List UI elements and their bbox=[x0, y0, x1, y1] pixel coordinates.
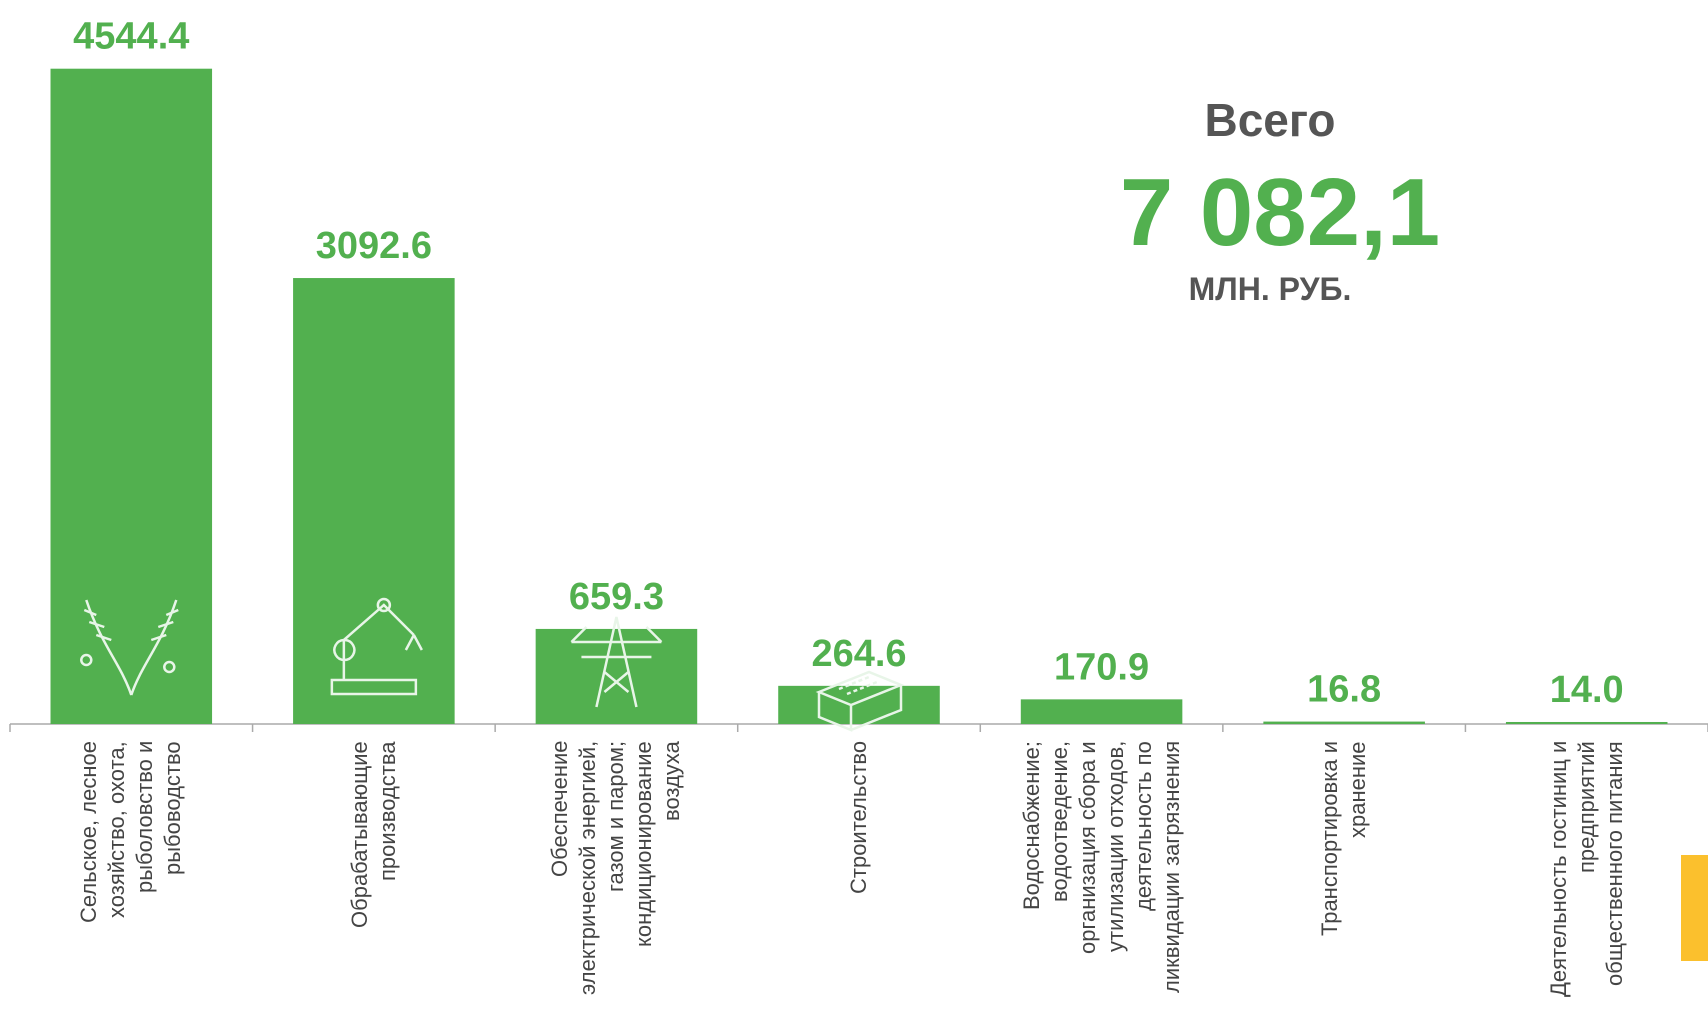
category-label: Сельское, лесное хозяйство, охота, рыбол… bbox=[76, 741, 186, 923]
category-label: Обрабатывающие производства bbox=[346, 741, 400, 928]
bar bbox=[1505, 721, 1668, 724]
icon bbox=[80, 599, 179, 696]
value-label: 170.9 bbox=[1054, 646, 1149, 688]
category-label: Обеспечение электрической энергией, газо… bbox=[547, 741, 685, 996]
total-value: 7 082,1 bbox=[1120, 159, 1440, 266]
bar bbox=[1263, 721, 1425, 724]
icon bbox=[570, 616, 663, 708]
bar bbox=[293, 278, 455, 724]
icon bbox=[330, 597, 423, 696]
value-label: 14.0 bbox=[1550, 669, 1624, 711]
icon bbox=[815, 670, 905, 732]
value-label: 659.3 bbox=[569, 576, 664, 618]
bar bbox=[535, 628, 698, 724]
corner-tab bbox=[1681, 855, 1708, 961]
total-title: Всего bbox=[1204, 94, 1335, 146]
total-unit: МЛН. РУБ. bbox=[1189, 271, 1352, 307]
category-label: Строительство bbox=[846, 741, 871, 895]
bar bbox=[50, 68, 213, 725]
value-label: 16.8 bbox=[1307, 669, 1381, 711]
value-label: 3092.6 bbox=[316, 225, 432, 267]
category-label: Транспортировка и хранение bbox=[1317, 741, 1371, 936]
category-label: Водоснабжение; водоотведение, организаци… bbox=[1018, 741, 1184, 994]
bar bbox=[778, 685, 940, 724]
value-label: 264.6 bbox=[811, 633, 906, 675]
bar bbox=[1020, 699, 1183, 724]
category-label: Деятельность гостиниц и предприятий обще… bbox=[1545, 741, 1627, 998]
value-label: 4544.4 bbox=[73, 16, 189, 58]
